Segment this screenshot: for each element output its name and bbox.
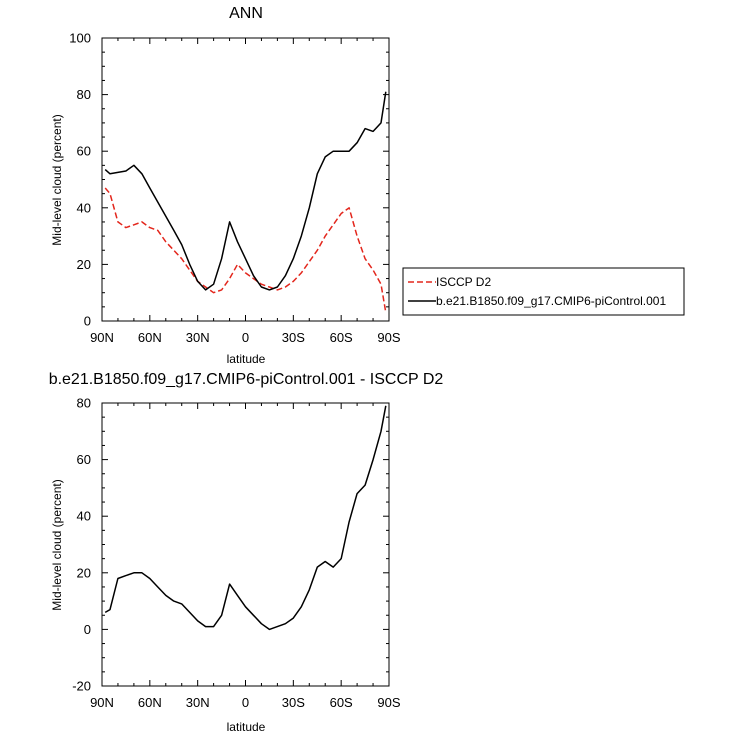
bottom-panel: b.e21.B1850.f09_g17.CMIP6-piControl.001 … xyxy=(49,371,444,734)
y-tick-label: 100 xyxy=(69,31,91,46)
x-tick-label: 0 xyxy=(242,695,249,710)
top-x-axis-label: latitude xyxy=(227,352,266,366)
x-tick-label: 60S xyxy=(330,695,353,710)
bottom-plot-frame xyxy=(101,402,390,687)
y-tick-label: 60 xyxy=(77,144,91,159)
top-y-axis-label: Mid-level cloud (percent) xyxy=(50,114,64,245)
y-tick-label: 20 xyxy=(77,565,91,580)
y-tick-label: 80 xyxy=(77,396,91,411)
bottom-x-axis-label: latitude xyxy=(227,720,266,734)
top-series-layer xyxy=(104,91,387,313)
y-tick-label: 0 xyxy=(84,314,91,329)
y-tick-label: 40 xyxy=(77,509,91,524)
x-tick-label: 90N xyxy=(90,330,114,345)
legend: ISCCP D2 b.e21.B1850.f09_g17.CMIP6-piCon… xyxy=(402,267,685,316)
x-tick-label: 60N xyxy=(138,330,162,345)
y-tick-label: 60 xyxy=(77,452,91,467)
x-tick-label: 90S xyxy=(377,695,400,710)
x-tick-label: 30N xyxy=(186,695,210,710)
x-tick-label: 30S xyxy=(282,695,305,710)
bottom-chart-title: b.e21.B1850.f09_g17.CMIP6-piControl.001 … xyxy=(49,371,444,388)
legend-label-isccp: ISCCP D2 xyxy=(436,275,491,289)
legend-box xyxy=(402,267,685,316)
x-tick-label: 90S xyxy=(377,330,400,345)
x-tick-label: 60N xyxy=(138,695,162,710)
top-x-ticks: 90N 60N 30N 0 30S 60S 90S xyxy=(90,38,401,345)
x-tick-label: 30N xyxy=(186,330,210,345)
bottom-series-layer xyxy=(104,405,387,631)
bottom-series-line-0 xyxy=(104,405,387,631)
top-panel: ANN 90N 60N 30N 0 30S 60S 90S 0 20 40 60 80 100 lat… xyxy=(50,5,401,366)
top-series-line-0 xyxy=(104,187,387,313)
x-tick-label: 0 xyxy=(242,330,249,345)
bottom-y-ticks: -20 0 20 40 60 80 xyxy=(72,396,389,694)
y-tick-label: 40 xyxy=(77,200,91,215)
bottom-y-axis-label: Mid-level cloud (percent) xyxy=(50,479,64,610)
x-tick-label: 90N xyxy=(90,695,114,710)
y-tick-label: 80 xyxy=(77,87,91,102)
x-tick-label: 30S xyxy=(282,330,305,345)
y-tick-label: 20 xyxy=(77,257,91,272)
top-series-line-1 xyxy=(104,91,387,291)
bottom-x-ticks: 90N 60N 30N 0 30S 60S 90S xyxy=(90,403,401,710)
legend-label-model: b.e21.B1850.f09_g17.CMIP6-piControl.001 xyxy=(436,294,666,308)
y-tick-label: -20 xyxy=(72,679,91,694)
top-chart-title: ANN xyxy=(229,5,263,22)
top-y-ticks: 0 20 40 60 80 100 xyxy=(69,31,389,329)
y-tick-label: 0 xyxy=(84,622,91,637)
x-tick-label: 60S xyxy=(330,330,353,345)
